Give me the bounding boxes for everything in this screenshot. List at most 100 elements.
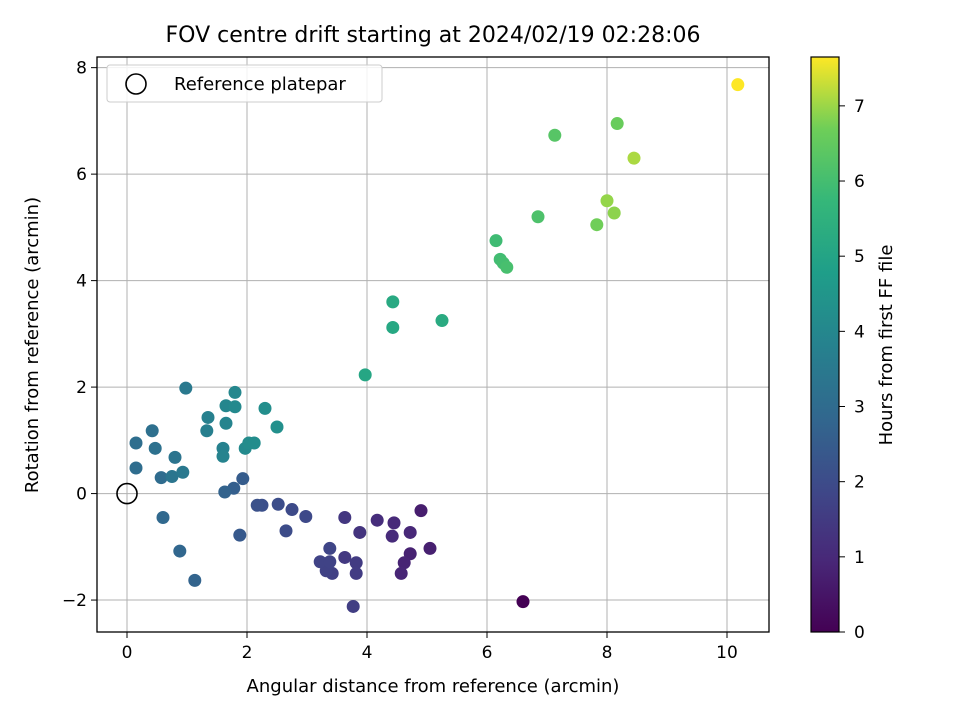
colorbar-tick-label: 4 — [854, 322, 865, 342]
data-point — [435, 314, 449, 328]
y-tick-label: 2 — [76, 378, 87, 398]
data-point — [156, 511, 170, 525]
y-tick-label: 0 — [76, 485, 87, 505]
data-point — [394, 566, 408, 580]
data-point — [188, 573, 202, 587]
data-point — [129, 436, 143, 450]
data-point — [349, 556, 363, 570]
legend-label-reference-platepar: Reference platepar — [174, 74, 346, 95]
data-point — [179, 381, 193, 395]
legend: Reference platepar — [106, 64, 383, 103]
data-point — [299, 509, 313, 523]
colorbar-tick-label: 3 — [854, 398, 865, 418]
data-point — [323, 541, 337, 555]
chart-title: FOV centre drift starting at 2024/02/19 … — [166, 23, 701, 48]
data-point — [338, 550, 352, 564]
data-point — [531, 210, 545, 224]
data-point — [250, 498, 264, 512]
data-point — [600, 194, 614, 208]
colorbar-tick-label: 5 — [854, 247, 865, 267]
points-layer — [116, 78, 745, 613]
data-point — [731, 78, 745, 92]
data-point — [218, 485, 232, 499]
data-point — [385, 529, 399, 543]
data-point — [370, 513, 384, 527]
x-tick-label: 10 — [716, 643, 738, 663]
data-point — [590, 218, 604, 232]
x-axis-label: Angular distance from reference (arcmin) — [247, 676, 620, 697]
data-point — [607, 206, 621, 220]
x-tick-label: 2 — [242, 643, 253, 663]
data-point — [358, 368, 372, 382]
data-point — [176, 465, 190, 479]
plot-frame — [96, 56, 770, 633]
data-point — [627, 151, 641, 165]
data-point — [423, 541, 437, 555]
data-point — [129, 461, 143, 475]
data-point — [349, 566, 363, 580]
y-tick-label: −2 — [62, 591, 87, 611]
colorbar-ticks: 0 1 2 3 4 5 6 7 — [839, 97, 865, 643]
data-point — [610, 117, 624, 131]
data-point — [148, 441, 162, 455]
colorbar-tick-label: 7 — [854, 97, 865, 117]
data-point — [145, 424, 159, 438]
data-point — [285, 503, 299, 517]
colorbar: 0 1 2 3 4 5 6 7 Hours from first FF file — [810, 56, 897, 643]
data-point — [201, 410, 215, 424]
x-ticks: 0 2 4 6 8 10 — [122, 632, 738, 663]
colorbar-tick-label: 0 — [854, 623, 865, 643]
x-tick-label: 4 — [362, 643, 373, 663]
data-point — [548, 128, 562, 142]
colorbar-tick-label: 6 — [854, 172, 865, 192]
x-tick-label: 0 — [122, 643, 133, 663]
data-point — [313, 555, 327, 569]
legend-marker-open-circle — [125, 73, 147, 95]
data-point — [489, 234, 503, 248]
data-point — [353, 525, 367, 539]
colorbar-tick-label: 2 — [854, 473, 865, 493]
data-point — [500, 260, 514, 274]
data-point — [228, 385, 242, 399]
data-point — [403, 525, 417, 539]
y-tick-label: 8 — [76, 59, 87, 79]
reference-platepar-marker — [116, 482, 138, 505]
data-point — [154, 471, 168, 485]
data-point — [236, 472, 250, 486]
data-point — [279, 524, 293, 538]
x-tick-label: 8 — [602, 643, 613, 663]
data-point — [233, 528, 247, 542]
y-ticks: −2 0 2 4 6 8 — [62, 59, 97, 611]
data-point — [386, 295, 400, 309]
data-point — [168, 450, 182, 464]
data-point — [200, 424, 214, 438]
colorbar-label: Hours from first FF file — [876, 245, 897, 446]
legend-box — [106, 64, 383, 103]
data-point — [270, 420, 284, 434]
data-point — [414, 504, 428, 518]
data-point — [228, 400, 242, 414]
data-point — [386, 320, 400, 334]
data-point — [165, 470, 179, 484]
data-point — [173, 544, 187, 558]
colorbar-gradient — [811, 57, 839, 632]
data-point — [258, 401, 272, 415]
data-point — [216, 449, 230, 463]
data-point — [338, 511, 352, 525]
y-tick-label: 4 — [76, 272, 87, 292]
colorbar-tick-label: 1 — [854, 548, 865, 568]
colorbar-frame — [810, 56, 840, 633]
data-point — [516, 595, 530, 609]
data-point — [271, 497, 285, 511]
y-tick-label: 6 — [76, 165, 87, 185]
data-point — [219, 416, 233, 430]
y-axis-label: Rotation from reference (arcmin) — [22, 197, 43, 493]
data-point — [323, 555, 337, 569]
x-tick-label: 6 — [482, 643, 493, 663]
data-point — [397, 556, 411, 570]
data-point — [387, 516, 401, 530]
data-point — [346, 599, 360, 613]
data-point — [247, 436, 261, 450]
